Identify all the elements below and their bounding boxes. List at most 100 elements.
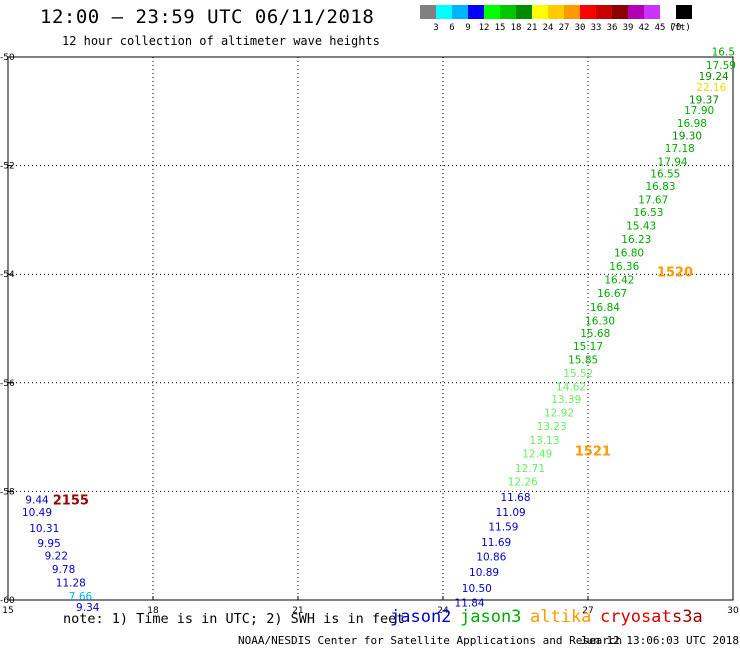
data-point-label: 17.59: [706, 60, 736, 72]
x-tick-label: 18: [147, 606, 159, 616]
scale-label: 36: [606, 23, 618, 33]
scale-label: 42: [638, 23, 650, 33]
data-point-label: 17.90: [684, 105, 714, 117]
scale-swatch: [420, 5, 436, 19]
data-point-label: 16.55: [650, 169, 680, 181]
scale-swatch: [548, 5, 564, 19]
scale-label: 18: [510, 23, 522, 33]
data-point-label: 19.24: [699, 71, 729, 83]
scale-swatch: [468, 5, 484, 19]
scale-label: 12: [478, 23, 490, 33]
scale-swatch: [532, 5, 548, 19]
scale-label: 21: [526, 23, 538, 33]
scale-swatch: [436, 5, 452, 19]
data-point-label: 13.39: [551, 394, 581, 406]
data-point-label: 16.42: [604, 275, 634, 287]
data-point-label: 15.68: [580, 328, 610, 340]
scale-label: 70: [670, 23, 682, 33]
data-point-label: 19.30: [672, 131, 702, 143]
data-point-label: 17.94: [658, 156, 688, 168]
data-point-label: 9.22: [45, 550, 68, 562]
data-point-label: 15.17: [573, 341, 603, 353]
data-point-label: 15.52: [563, 368, 593, 380]
data-point-label: 15.85: [568, 354, 598, 366]
data-point-label: 11.28: [56, 578, 86, 590]
data-point-label: 16.67: [597, 288, 627, 300]
track-time-label: 1521: [575, 445, 611, 460]
data-point-label: 10.31: [29, 523, 59, 535]
scale-label: 24: [542, 23, 554, 33]
page-title: 12:00 — 23:59 UTC 06/11/2018: [40, 6, 375, 28]
scale-swatch: [564, 5, 580, 19]
scale-swatch: [580, 5, 596, 19]
x-tick-label: 24: [437, 606, 449, 616]
scale-label: 9: [465, 23, 471, 33]
data-point-label: 12.49: [522, 448, 552, 460]
y-tick-label: -50: [0, 53, 15, 63]
data-point-label: 16.53: [633, 207, 663, 219]
data-point-label: 9.95: [37, 538, 60, 550]
scale-swatch: [596, 5, 612, 19]
scale-label: 27: [558, 23, 570, 33]
track-time-label: 2155: [53, 494, 89, 509]
legend-jason2: jason2: [390, 607, 452, 627]
page-subtitle: 12 hour collection of altimeter wave hei…: [62, 34, 380, 48]
y-tick-label: -52: [0, 162, 15, 172]
data-point-label: 10.89: [469, 567, 499, 579]
data-point-label: 16.83: [645, 181, 675, 193]
data-point-label: 13.13: [529, 435, 559, 447]
data-point-label: 16.30: [585, 315, 615, 327]
data-point-label: 12.92: [544, 408, 574, 420]
scale-unit: (ft): [669, 23, 691, 33]
data-point-label: 11.84: [455, 598, 485, 610]
data-point-label: 15.43: [626, 220, 656, 232]
scale-swatch: [628, 5, 644, 19]
scale-swatch: [484, 5, 500, 19]
data-point-label: 13.23: [537, 421, 567, 433]
scale-swatch: [452, 5, 468, 19]
data-point-label: 19.37: [689, 94, 719, 106]
data-point-label: 16.23: [621, 234, 651, 246]
x-tick-label: 15: [2, 606, 13, 616]
data-point-label: 12.71: [515, 463, 545, 475]
scale-label: 33: [590, 23, 602, 33]
track-time-label: 1520: [657, 265, 693, 280]
scale-label: 45: [654, 23, 666, 33]
scale-swatch: [500, 5, 516, 19]
scale-swatch: [676, 5, 692, 19]
data-point-label: 17.67: [638, 194, 668, 206]
data-point-label: 11.69: [481, 537, 511, 549]
y-tick-label: -60: [0, 596, 15, 606]
data-point-label: 16.98: [677, 118, 707, 130]
legend-cryosat: cryosat: [600, 607, 672, 627]
data-point-label: 16.80: [614, 247, 644, 259]
data-point-label: 7.66: [69, 591, 93, 603]
data-point-label: 17.18: [665, 143, 695, 155]
data-point-label: 11.59: [488, 522, 518, 534]
legend-altika: altika: [530, 607, 592, 627]
legend-s3a: s3a: [672, 607, 703, 627]
y-tick-label: -54: [0, 270, 15, 280]
y-tick-label: -56: [0, 379, 15, 389]
data-point-label: 16.36: [609, 261, 639, 273]
data-point-label: 10.50: [462, 583, 492, 595]
scale-swatch: [612, 5, 628, 19]
x-tick-label: 27: [582, 606, 593, 616]
plot-frame: [7, 56, 734, 601]
scale-label: 3: [433, 23, 439, 33]
data-point-label: 9.34: [76, 602, 100, 614]
scale-swatch: [644, 5, 660, 19]
footer-timestamp: Jun 12 13:06:03 UTC 2018: [580, 634, 739, 647]
scale-swatch: [516, 5, 532, 19]
scale-label: 6: [449, 23, 455, 33]
data-point-label: 16.5: [712, 47, 735, 59]
data-point-label: 10.49: [22, 507, 52, 519]
data-point-label: 22.16: [696, 82, 726, 94]
legend-jason3: jason3: [460, 607, 522, 627]
data-point-label: 12.26: [508, 477, 538, 489]
data-point-label: 11.09: [496, 507, 526, 519]
data-point-label: 10.86: [476, 552, 506, 564]
scale-label: 39: [622, 23, 634, 33]
y-tick-label: -58: [0, 487, 15, 497]
